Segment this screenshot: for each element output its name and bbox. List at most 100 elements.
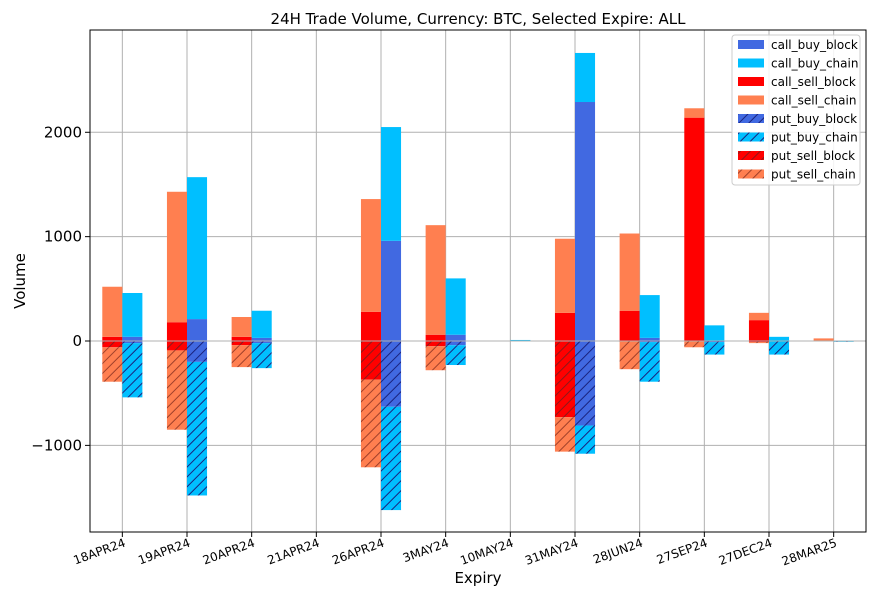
- bar-call-buy-chain-28jun24: [639, 295, 660, 338]
- bar-call-buy-chain-31may24: [575, 52, 596, 103]
- bar-call-sell-block-31may24: [554, 312, 575, 342]
- bar-put-buy-chain-19apr24: [187, 361, 208, 496]
- x-tick-label-20apr24: 20APR24: [201, 536, 257, 568]
- legend-swatch-call-buy-chain: [738, 58, 764, 68]
- bar-put-sell-chain-26apr24: [360, 379, 381, 468]
- bar-call-buy-chain-20apr24: [251, 310, 272, 338]
- bar-put-buy-chain-18apr24: [122, 343, 143, 398]
- x-axis-label: Expiry: [454, 569, 501, 587]
- bar-call-sell-chain-28jun24: [619, 233, 640, 311]
- bar-marks: [102, 52, 854, 511]
- y-axis-ticks: −1000 0 1000 2000: [31, 123, 90, 454]
- legend-label-put-sell-chain: put_sell_chain: [771, 168, 856, 182]
- bar-put-buy-block-3may24: [445, 341, 466, 346]
- bar-put-sell-block-27dec24: [748, 341, 769, 343]
- plot-frame: [89, 29, 867, 533]
- x-tick-label-18apr24: 18APR24: [72, 536, 128, 568]
- x-tick-label-28jun24: 28JUN24: [591, 536, 645, 567]
- bar-put-buy-chain-27sep24: [704, 342, 725, 355]
- bar-call-sell-chain-31may24: [554, 238, 575, 313]
- bar-put-sell-chain-18apr24: [102, 347, 123, 382]
- legend-label-call-buy-block: call_buy_block: [771, 38, 858, 52]
- bar-call-buy-chain-10may24: [510, 339, 531, 342]
- x-tick-label-27sep24: 27SEP24: [655, 536, 710, 567]
- bar-call-sell-block-26apr24: [360, 311, 381, 342]
- y-tick-label-2000: 2000: [44, 123, 82, 141]
- y-tick-label-1000: 1000: [44, 228, 82, 246]
- bar-call-sell-block-18apr24: [102, 336, 123, 342]
- bar-put-buy-chain-20apr24: [251, 343, 272, 369]
- bar-call-sell-chain-20apr24: [231, 317, 252, 337]
- bar-put-buy-block-28jun24: [639, 341, 660, 343]
- bar-put-sell-block-19apr24: [166, 341, 187, 351]
- x-tick-label-27dec24: 27DEC24: [717, 536, 774, 568]
- bar-put-sell-block-3may24: [425, 341, 446, 347]
- bar-put-buy-chain-27dec24: [769, 341, 790, 355]
- bar-call-buy-chain-3may24: [445, 278, 466, 335]
- legend-swatch-put-sell-chain: [738, 169, 764, 179]
- legend-swatch-put-sell-block: [738, 151, 764, 160]
- bar-put-buy-block-27sep24: [704, 341, 725, 343]
- bar-call-buy-chain-19apr24: [187, 177, 208, 320]
- chart-title: 24H Trade Volume, Currency: BTC, Selecte…: [271, 10, 687, 28]
- legend-label-call-sell-chain: call_sell_chain: [771, 94, 856, 108]
- y-axis-label: Volume: [11, 253, 29, 309]
- x-tick-label-3may24: 3MAY24: [401, 536, 451, 566]
- bar-put-buy-block-31may24: [575, 341, 596, 426]
- bar-put-buy-chain-3may24: [445, 345, 466, 366]
- bar-put-sell-block-31may24: [554, 341, 575, 418]
- bar-put-buy-block-20apr24: [251, 341, 272, 344]
- bar-call-sell-block-27dec24: [748, 320, 769, 342]
- bar-call-buy-block-19apr24: [187, 319, 208, 342]
- bar-call-buy-chain-27dec24: [769, 336, 790, 342]
- bar-call-buy-block-3may24: [445, 334, 466, 342]
- bar-put-sell-block-18apr24: [102, 341, 123, 348]
- bar-put-sell-chain-27sep24: [684, 341, 705, 348]
- bar-call-buy-chain-27sep24: [704, 325, 725, 342]
- y-tick-label-0: 0: [72, 332, 82, 350]
- legend-label-call-buy-chain: call_buy_chain: [771, 57, 858, 71]
- legend-swatch-call-sell-block: [738, 77, 764, 86]
- bar-put-buy-block-26apr24: [381, 341, 402, 407]
- legend-swatch-put-buy-block: [738, 114, 764, 123]
- bar-call-buy-block-18apr24: [122, 336, 143, 342]
- legend-frame: [731, 34, 861, 186]
- bar-put-buy-chain-28jun24: [639, 342, 660, 382]
- bar-put-buy-block-19apr24: [187, 341, 208, 362]
- legend-label-put-buy-block: put_buy_block: [771, 112, 857, 126]
- legend-label-put-buy-chain: put_buy_chain: [771, 131, 858, 145]
- bar-put-buy-chain-26apr24: [381, 406, 402, 511]
- bar-call-sell-block-27sep24: [684, 117, 705, 342]
- legend-label-put-sell-block: put_sell_block: [771, 149, 855, 163]
- bar-call-sell-block-20apr24: [231, 336, 252, 342]
- y-tick-label--1000: −1000: [31, 436, 82, 454]
- bar-put-sell-chain-31may24: [554, 417, 575, 452]
- bar-call-buy-chain-18apr24: [122, 293, 143, 337]
- bar-call-sell-chain-27dec24: [748, 312, 769, 321]
- bar-call-buy-chain-26apr24: [381, 127, 402, 241]
- x-tick-label-10may24: 10MAY24: [458, 536, 515, 568]
- bar-put-sell-block-20apr24: [231, 341, 252, 346]
- bar-put-sell-chain-20apr24: [231, 345, 252, 368]
- bar-call-buy-block-26apr24: [381, 240, 402, 342]
- legend-swatch-call-buy-block: [738, 40, 764, 49]
- bar-call-sell-block-3may24: [425, 334, 446, 342]
- x-tick-label-19apr24: 19APR24: [136, 536, 192, 568]
- bar-call-sell-chain-18apr24: [102, 286, 123, 337]
- x-tick-label-21apr24: 21APR24: [266, 536, 322, 568]
- bar-call-sell-block-19apr24: [166, 322, 187, 342]
- legend-swatch-call-sell-chain: [738, 95, 764, 105]
- bar-put-sell-chain-27dec24: [748, 342, 769, 344]
- bar-call-buy-block-31may24: [575, 102, 596, 342]
- bar-call-sell-block-28jun24: [619, 310, 640, 342]
- x-axis-ticks: 18APR24 19APR24 20APR24 21APR24 26APR24 3MAY2…: [72, 532, 839, 568]
- chart-legend: call_buy_block call_buy_chain call_sell_bl…: [731, 34, 861, 186]
- bar-put-sell-block-26apr24: [360, 341, 381, 380]
- legend-swatch-put-buy-chain: [738, 132, 764, 142]
- bar-put-buy-chain-31may24: [575, 425, 596, 454]
- bar-call-sell-chain-19apr24: [166, 191, 187, 323]
- legend-label-call-sell-block: call_sell_block: [771, 75, 856, 89]
- bar-put-sell-chain-3may24: [425, 346, 446, 371]
- bar-put-sell-chain-28jun24: [619, 341, 640, 370]
